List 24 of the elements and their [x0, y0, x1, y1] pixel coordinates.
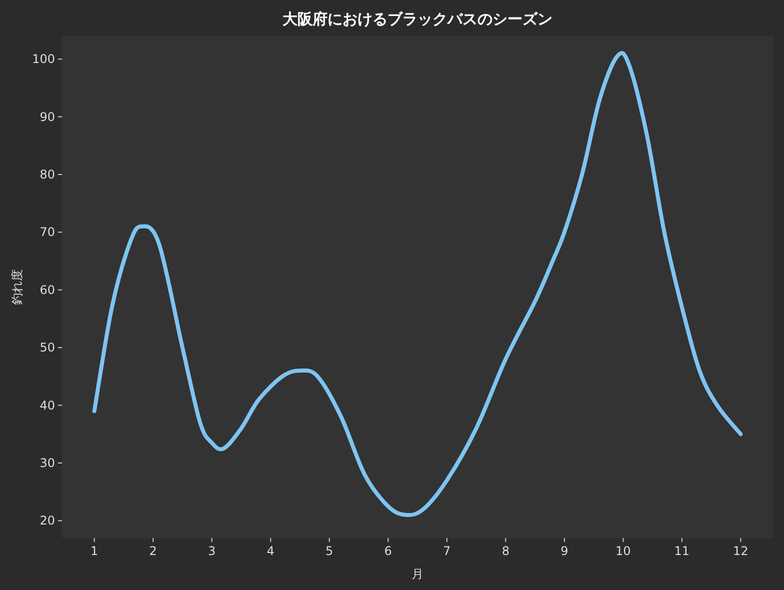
x-tick-label: 12: [733, 544, 748, 558]
x-tick-label: 6: [384, 544, 392, 558]
y-tick-label: 20: [40, 514, 55, 528]
x-tick-label: 5: [326, 544, 334, 558]
y-tick-label: 50: [40, 340, 55, 355]
x-tick-label: 11: [674, 544, 690, 558]
x-tick-label: 8: [502, 544, 510, 558]
x-tick-label: 7: [443, 544, 451, 558]
y-tick-label: 70: [40, 225, 55, 240]
x-tick-label: 9: [560, 544, 568, 558]
y-tick-label: 60: [40, 282, 55, 297]
y-tick-label: 100: [32, 52, 55, 66]
x-tick-label: 10: [616, 544, 631, 558]
x-tick-label: 4: [266, 544, 274, 558]
x-tick-label: 1: [90, 544, 98, 558]
chart-title: 大阪府におけるブラックバスのシーズン: [282, 10, 552, 28]
y-tick-label: 30: [40, 456, 55, 470]
x-tick-label: 3: [208, 544, 216, 558]
y-tick-label: 40: [40, 398, 55, 412]
y-tick-label: 80: [40, 167, 55, 182]
y-axis-title: 釣れ度: [10, 269, 24, 305]
x-tick-label: 2: [149, 544, 157, 558]
x-axis-title: 月: [412, 567, 424, 581]
y-tick-label: 90: [40, 110, 55, 124]
